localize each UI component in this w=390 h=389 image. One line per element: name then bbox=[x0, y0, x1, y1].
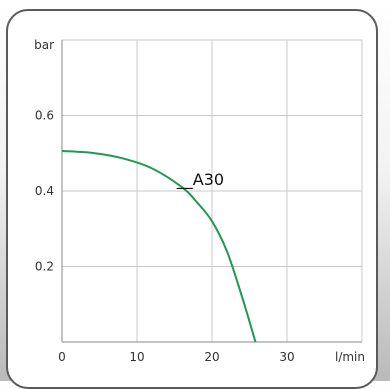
y-axis-label: bar bbox=[34, 38, 54, 52]
series-annotation: __A30 bbox=[176, 170, 224, 190]
x-axis-label: l/min bbox=[335, 350, 365, 364]
x-tick-label: 0 bbox=[58, 350, 66, 364]
x-tick-label: 10 bbox=[129, 350, 144, 364]
grid bbox=[62, 39, 363, 342]
y-tick-label: 0.6 bbox=[35, 109, 54, 123]
axes bbox=[61, 40, 362, 343]
y-tick-label: 0.2 bbox=[35, 260, 54, 274]
labels-layer: 0 10 20 30 l/min 0.2 0.4 0.6 bar __A30 bbox=[34, 38, 365, 364]
x-tick-label: 20 bbox=[204, 350, 219, 364]
series-line-a30 bbox=[61, 149, 257, 343]
pump-curve-chart: 0 10 20 30 l/min 0.2 0.4 0.6 bar __A30 bbox=[34, 38, 365, 364]
y-tick-label: 0.4 bbox=[35, 184, 54, 198]
x-tick-label: 30 bbox=[279, 350, 294, 364]
series-layer bbox=[61, 149, 257, 343]
chart-card bbox=[6, 9, 378, 389]
